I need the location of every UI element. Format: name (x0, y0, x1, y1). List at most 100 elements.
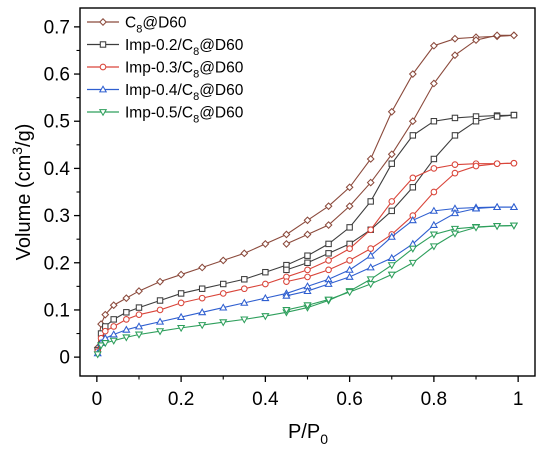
data-point (387, 107, 396, 116)
data-point (135, 304, 143, 311)
data-point (135, 311, 143, 318)
data-point (366, 276, 375, 284)
data-point (324, 221, 333, 229)
legend-label: Imp-0.2/C8@D60 (125, 37, 244, 58)
data-point (156, 306, 164, 314)
data-point (101, 327, 109, 335)
x-axis-title: P/P0 (288, 421, 328, 447)
legend-item: C8@D60 (87, 15, 187, 36)
legend-marker (99, 18, 107, 26)
legend-label: C8@D60 (125, 15, 187, 36)
data-point (450, 230, 460, 238)
data-point (101, 340, 110, 348)
y-axis: 0 0.1 0.2 0.3 0.4 0.5 0.6 0.7 (44, 17, 80, 369)
data-point (240, 285, 248, 293)
x-axis: 0 0.2 0.4 0.6 0.8 1 (92, 376, 523, 410)
data-point (198, 322, 207, 330)
legend-marker (99, 63, 107, 71)
y-tick-label: 0.1 (44, 300, 70, 321)
data-point (93, 351, 102, 359)
data-point (282, 239, 291, 248)
legend-item: Imp-0.3/C8@D60 (87, 60, 244, 81)
data-point (304, 252, 311, 259)
data-point (387, 262, 396, 270)
data-point (325, 257, 332, 264)
data-point (345, 183, 354, 192)
data-point (110, 323, 118, 330)
data-point (110, 316, 117, 323)
legend-item: Imp-0.4/C8@D60 (87, 82, 244, 103)
y-tick-label: 0.4 (44, 159, 71, 180)
data-point (198, 308, 207, 316)
data-point (198, 263, 207, 272)
y-tick-label: 0.6 (44, 65, 70, 86)
legend-label: Imp-0.3/C8@D60 (125, 60, 244, 81)
data-point (366, 263, 375, 271)
data-point (408, 245, 417, 253)
legend-item: Imp-0.5/C8@D60 (87, 105, 244, 126)
data-point (492, 223, 502, 231)
series-line-desorption (286, 34, 514, 245)
series-2 (94, 159, 518, 355)
data-point (325, 250, 332, 257)
data-point (408, 117, 417, 126)
data-point (388, 198, 396, 205)
data-point (451, 161, 459, 168)
data-point (304, 273, 311, 281)
x-tick-label: 0.6 (336, 389, 362, 410)
y-tick-label: 0.3 (44, 206, 70, 227)
data-point (493, 160, 501, 168)
data-point (510, 111, 518, 119)
x-tick-label: 0.4 (252, 389, 279, 410)
data-point (219, 319, 228, 327)
legend: C8@D60Imp-0.2/C8@D60Imp-0.3/C8@D60Imp-0.… (87, 15, 244, 126)
data-point (493, 31, 502, 40)
data-point (345, 289, 354, 297)
data-point (451, 169, 459, 177)
data-point (262, 280, 269, 288)
data-point (282, 307, 291, 315)
data-point (345, 265, 354, 273)
data-point (387, 232, 396, 240)
data-point (429, 243, 438, 251)
data-point (408, 70, 417, 78)
data-point (472, 162, 480, 170)
data-point (177, 312, 186, 320)
data-point (345, 202, 354, 211)
x-tick-label: 0.2 (168, 389, 194, 410)
legend-label: Imp-0.4/C8@D60 (125, 82, 244, 103)
data-point (346, 245, 353, 252)
data-point (471, 224, 481, 232)
data-point (134, 331, 144, 339)
data-point (366, 281, 375, 289)
data-point (156, 277, 164, 286)
data-point (122, 334, 131, 342)
data-point (472, 118, 480, 125)
data-point (408, 259, 417, 268)
series-0 (93, 31, 518, 352)
data-point (387, 253, 396, 261)
series-line-desorption (286, 162, 514, 283)
data-point (156, 297, 164, 304)
series-line-desorption (286, 114, 514, 271)
y-tick-label: 0.5 (44, 112, 70, 133)
y-tick-label: 0 (59, 348, 70, 369)
data-point (123, 316, 130, 323)
data-point (388, 207, 395, 215)
data-point (155, 317, 165, 325)
data-point (325, 240, 332, 248)
data-point (324, 279, 333, 287)
data-point (303, 230, 312, 239)
legend-marker (98, 109, 108, 117)
legend-marker (98, 85, 108, 93)
data-point (219, 303, 228, 311)
data-point (220, 280, 227, 288)
data-point (135, 287, 143, 296)
data-point (282, 230, 291, 239)
data-point (109, 337, 118, 345)
data-point (240, 316, 249, 324)
data-point (122, 325, 131, 333)
y-tick-label: 0.2 (44, 253, 70, 274)
data-point (451, 114, 459, 122)
